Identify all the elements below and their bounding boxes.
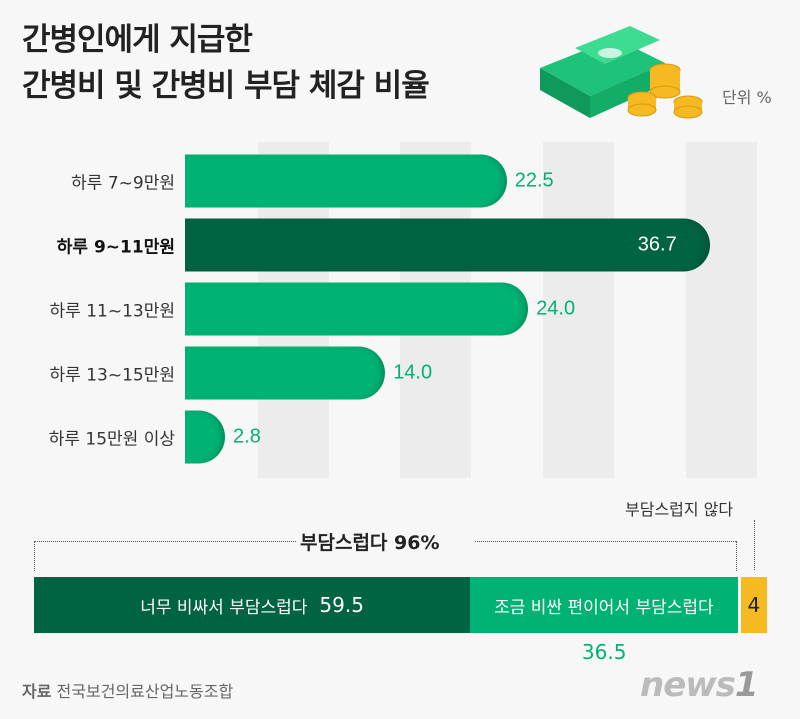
bar — [185, 218, 710, 272]
title-line2: 간병비 및 간병비 부담 체감 비율 — [22, 68, 430, 104]
category-label: 하루 15만원 이상 — [48, 429, 175, 450]
bracket-top-left — [34, 541, 296, 542]
not-burden-label: 부담스럽지 않다 — [625, 500, 734, 519]
bracket-top-right — [475, 541, 736, 542]
segment-value: 59.5 — [319, 593, 364, 617]
bracket-right — [736, 541, 737, 571]
unit-label: 단위 % — [722, 88, 772, 107]
bar — [185, 410, 226, 464]
category-label: 하루 7~9만원 — [71, 173, 175, 194]
bar — [185, 282, 529, 336]
money-illustration — [540, 26, 703, 119]
value-label: 22.5 — [514, 169, 554, 192]
value-label: 36.7 — [637, 233, 677, 256]
coins-icon — [627, 63, 703, 119]
stacked-segment: 너무 비싸서 부담스럽다 59.5 — [34, 577, 471, 633]
source-label: 자료 — [22, 682, 52, 701]
cash-stack-icon — [540, 26, 665, 118]
grid-column — [543, 142, 614, 478]
bar — [185, 154, 507, 208]
news1-logo: news1 — [640, 665, 759, 705]
segment-name: 조금 비싼 편이어서 부담스럽다 — [494, 597, 714, 618]
source-text: 전국보건의료산업노동조합 — [56, 682, 234, 701]
stacked-segment: 4 — [740, 577, 767, 633]
title-line1: 간병인에게 지급한 — [22, 22, 253, 58]
leader-line — [754, 520, 755, 570]
category-label: 하루 9~11만원 — [56, 237, 175, 258]
category-label: 하루 13~15만원 — [49, 365, 175, 386]
bar — [185, 346, 386, 400]
value-label: 14.0 — [393, 361, 433, 384]
stacked-segment: 조금 비싼 편이어서 부담스럽다 — [470, 577, 738, 633]
segment-name: 너무 비싸서 부담스럽다 — [140, 597, 308, 618]
segment-value: 4 — [747, 593, 761, 617]
value-label: 24.0 — [536, 297, 576, 320]
grid-column — [686, 142, 757, 478]
segment-value: 36.5 — [581, 640, 627, 664]
value-label: 2.8 — [233, 425, 261, 448]
bracket-left — [34, 541, 35, 571]
category-label: 하루 11~13만원 — [49, 301, 175, 322]
source: 자료 전국보건의료산업노동조합 — [22, 678, 233, 702]
group-label: 부담스럽다 96% — [300, 532, 440, 554]
